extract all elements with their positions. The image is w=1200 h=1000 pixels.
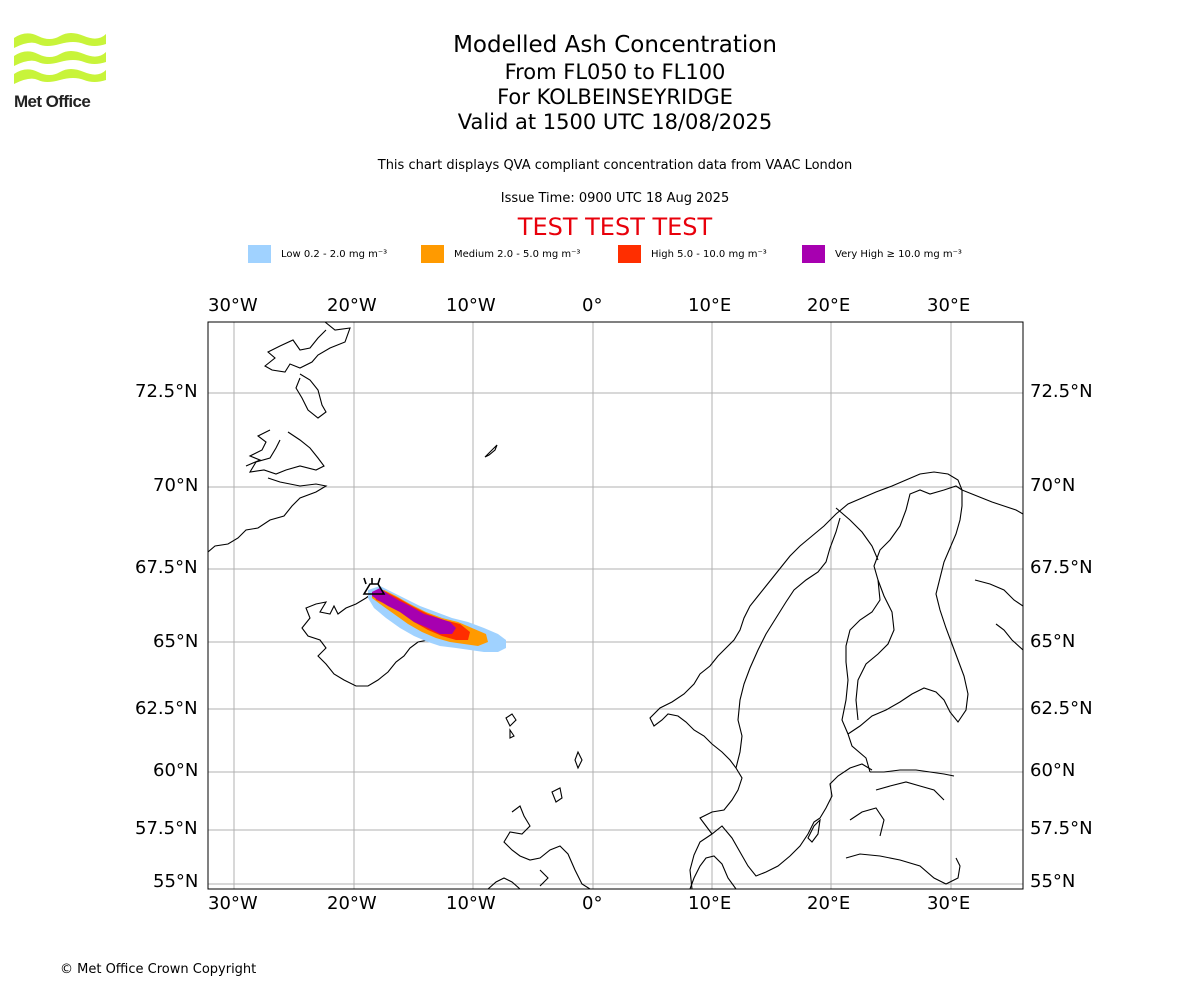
lat-tick-left: 72.5°N (135, 381, 198, 402)
location-name: For KOLBEINSEYRIDGE (497, 85, 733, 109)
coastlines (208, 322, 1023, 889)
lon-tick-bottom: 30°W (208, 893, 258, 914)
legend-label: Very High ≥ 10.0 mg m⁻³ (835, 248, 962, 260)
copyright-notice: © Met Office Crown Copyright (60, 962, 257, 977)
legend-label: Medium 2.0 - 5.0 mg m⁻³ (454, 248, 581, 260)
chart-description: This chart displays QVA compliant concen… (377, 158, 853, 173)
lat-tick-left: 62.5°N (135, 698, 198, 719)
met-office-wave-icon (14, 33, 106, 84)
lon-tick-bottom: 20°E (807, 893, 851, 914)
jan-mayen-coast (484, 444, 498, 458)
baltic-coast (845, 781, 961, 885)
finland-south-coast (870, 769, 955, 777)
met-office-logo: Met Office (14, 30, 106, 112)
legend-swatch (248, 245, 271, 263)
volcano-triangle-icon (362, 577, 386, 595)
lat-tick-right: 65°N (1030, 631, 1076, 652)
graticule (208, 322, 1023, 889)
test-banner: TEST TEST TEST (517, 213, 713, 241)
lat-tick-right: 60°N (1030, 760, 1076, 781)
legend-item-high: High 5.0 - 10.0 mg m⁻³ (618, 244, 767, 264)
faroe-coast (505, 713, 517, 739)
lat-tick-left: 70°N (153, 475, 199, 496)
greenland-coast (208, 322, 351, 553)
lat-tick-left: 65°N (153, 631, 199, 652)
norway-sweden-border (735, 517, 841, 769)
scotland-coast (487, 805, 591, 889)
denmark-coast (689, 855, 737, 889)
map-frame (207, 321, 1024, 890)
lon-tick-bottom: 0° (582, 893, 603, 914)
legend-swatch (421, 245, 444, 263)
norway-coast (649, 471, 1023, 889)
lon-tick-top: 10°W (446, 295, 496, 316)
lat-tick-right: 70°N (1030, 475, 1076, 496)
lat-tick-left: 55°N (153, 871, 199, 892)
lat-tick-right: 57.5°N (1030, 818, 1093, 839)
valid-time: Valid at 1500 UTC 18/08/2025 (457, 110, 773, 134)
legend-swatch (618, 245, 641, 263)
issue-time: Issue Time: 0900 UTC 18 Aug 2025 (500, 191, 730, 206)
chart-title: Modelled Ash Concentration (453, 32, 777, 58)
lon-tick-bottom: 10°W (446, 893, 496, 914)
ash-very-high-area (372, 588, 456, 634)
gulf-of-bothnia (855, 579, 895, 721)
legend-item-low: Low 0.2 - 2.0 mg m⁻³ (248, 244, 387, 264)
flight-level-range: From FL050 to FL100 (504, 60, 726, 84)
legend-label: High 5.0 - 10.0 mg m⁻³ (651, 248, 767, 260)
logo-text: Met Office (14, 92, 91, 111)
lat-tick-left: 57.5°N (135, 818, 198, 839)
lon-tick-bottom: 20°W (327, 893, 377, 914)
sweden-coast (819, 507, 879, 819)
lon-tick-top: 30°W (208, 295, 258, 316)
lat-tick-right: 72.5°N (1030, 381, 1093, 402)
greenland-coast (245, 429, 271, 467)
gotland-coast (807, 818, 821, 843)
title-block: Modelled Ash Concentration From FL050 to… (300, 30, 930, 135)
lat-tick-left: 67.5°N (135, 557, 198, 578)
legend-item-very-high: Very High ≥ 10.0 mg m⁻³ (802, 244, 962, 264)
lon-tick-bottom: 10°E (688, 893, 732, 914)
lon-tick-top: 0° (582, 295, 603, 316)
finland-coast (847, 490, 969, 735)
lon-tick-top: 20°W (327, 295, 377, 316)
lon-tick-top: 10°E (688, 295, 732, 316)
ash-cloud (368, 586, 506, 652)
lat-tick-right: 62.5°N (1030, 698, 1093, 719)
lat-tick-right: 55°N (1030, 871, 1076, 892)
shetland-coast (551, 750, 583, 803)
legend-swatch (802, 245, 825, 263)
legend-label: Low 0.2 - 2.0 mg m⁻³ (281, 248, 388, 260)
lat-tick-left: 60°N (153, 760, 199, 781)
lon-tick-top: 20°E (807, 295, 851, 316)
lat-tick-right: 67.5°N (1030, 557, 1093, 578)
legend-item-medium: Medium 2.0 - 5.0 mg m⁻³ (421, 244, 580, 264)
lon-tick-bottom: 30°E (927, 893, 971, 914)
sweden-border (841, 485, 963, 773)
kola-coast (974, 579, 1023, 651)
lon-tick-top: 30°E (927, 295, 971, 316)
